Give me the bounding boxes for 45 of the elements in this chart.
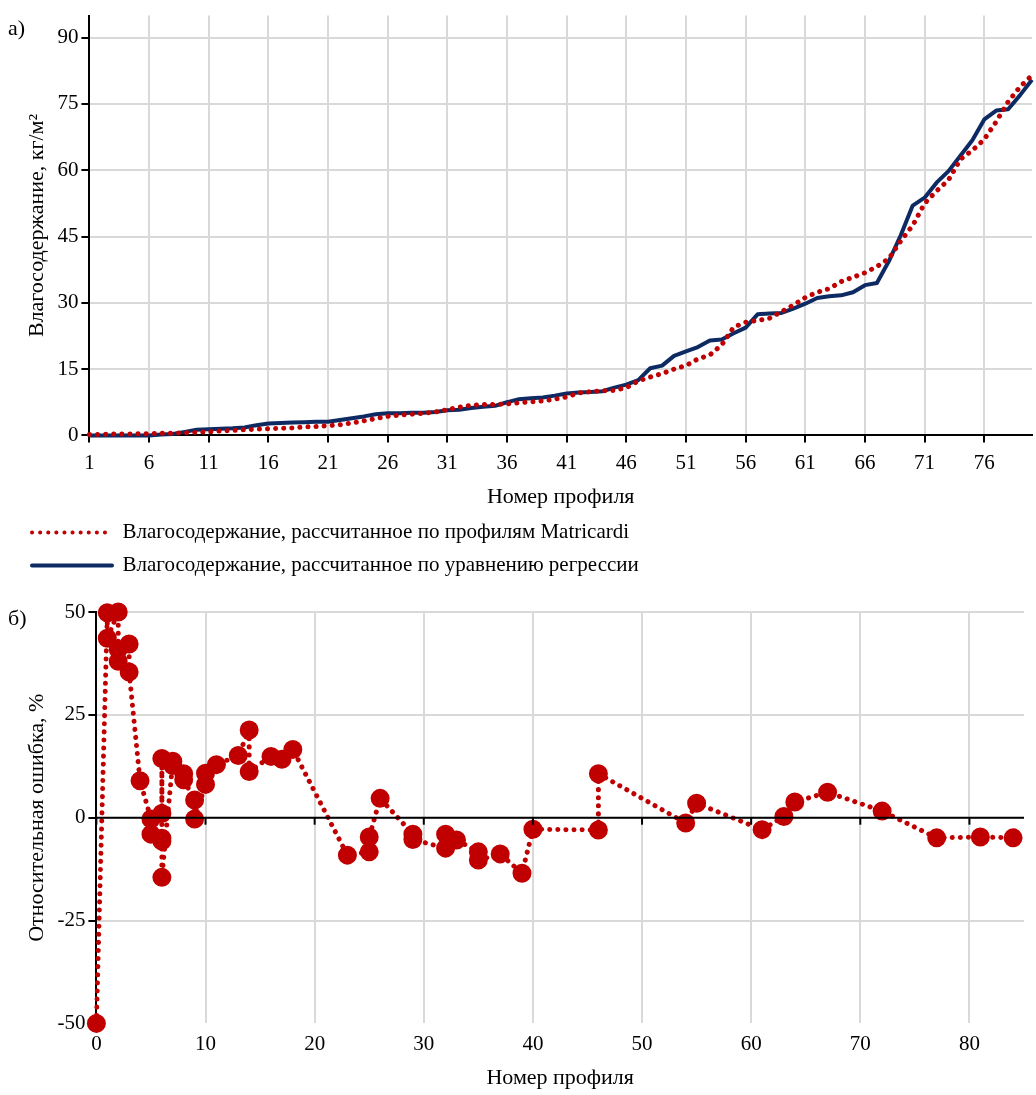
y-tick-label: 15	[57, 355, 79, 380]
x-tick-label: 46	[615, 449, 637, 474]
y-tick-label: 60	[57, 156, 79, 181]
x-tick-label: 26	[377, 449, 399, 474]
x-tick-label: 0	[91, 1030, 102, 1055]
x-tick-label: 66	[854, 449, 876, 474]
x-tick-label: 1	[84, 449, 95, 474]
y-tick-label: -25	[57, 907, 86, 932]
x-tick-label: 51	[675, 449, 697, 474]
y-tick-label: 0	[67, 421, 79, 446]
x-tick-label: 71	[914, 449, 936, 474]
y-axis-title: Влагосодержание, кг/м²	[22, 113, 48, 338]
x-axis-title: Номер профиля	[486, 1063, 634, 1089]
x-tick-label: 16	[257, 449, 279, 474]
y-tick-label: 75	[57, 90, 79, 115]
x-tick-label: 60	[740, 1030, 762, 1055]
x-tick-label: 6	[143, 449, 155, 474]
x-tick-label: 61	[794, 449, 816, 474]
x-tick-label: 21	[317, 449, 339, 474]
text: а)	[8, 14, 26, 40]
y-axis-title: Относительная ошибка, %	[22, 693, 48, 942]
x-axis-title: Номер профиля	[486, 482, 635, 508]
x-tick-label: 76	[973, 449, 995, 474]
x-tick-label: 30	[413, 1030, 435, 1055]
y-tick-label: 45	[57, 223, 79, 248]
text: б)	[8, 604, 27, 630]
x-tick-label: 50	[631, 1030, 653, 1055]
y-tick-label: 30	[57, 289, 79, 314]
x-tick-label: 80	[958, 1030, 980, 1055]
x-tick-label: 36	[496, 449, 518, 474]
x-tick-label: 56	[735, 449, 757, 474]
x-tick-label: 20	[304, 1030, 326, 1055]
x-tick-label: 31	[436, 449, 458, 474]
y-tick-label: 25	[64, 701, 86, 726]
y-tick-label: 50	[64, 598, 86, 623]
legend-label: Влагосодержание, рассчитанное по уравнению регрессии	[122, 552, 639, 577]
x-tick-label: 41	[556, 449, 578, 474]
legend-label: Влагосодержание, рассчитанное по профилям Matricardi	[122, 519, 630, 544]
y-tick-label: 90	[57, 24, 79, 49]
x-tick-label: 10	[195, 1030, 217, 1055]
y-tick-label: -50	[57, 1009, 86, 1034]
x-tick-label: 70	[849, 1030, 871, 1055]
x-tick-label: 40	[522, 1030, 544, 1055]
y-tick-label: 0	[74, 804, 86, 829]
x-tick-label: 11	[198, 449, 219, 474]
